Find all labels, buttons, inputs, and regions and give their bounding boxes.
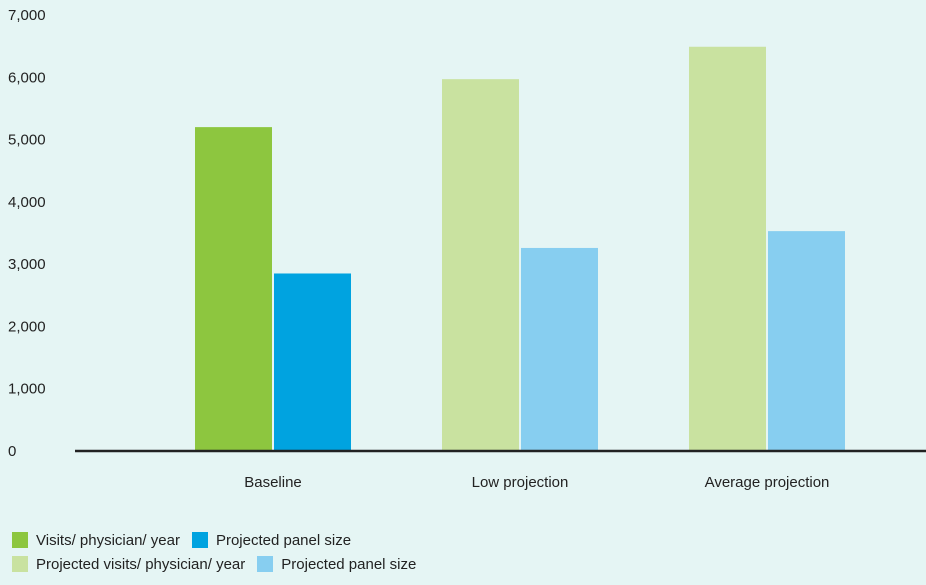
legend-swatch-panel <box>191 532 208 548</box>
legend-label-panel: Projected panel size <box>215 531 352 549</box>
y-tick-label: 2,000 <box>8 318 46 335</box>
y-tick-label: 7,000 <box>8 7 46 24</box>
legend-swatch-projected-visits <box>12 556 28 572</box>
legend-item-visits: Visits/ physician/ year <box>12 532 180 549</box>
y-tick-label: 0 <box>8 443 16 460</box>
x-category-label: Baseline <box>244 474 302 491</box>
legend-label-visits: Visits/ physician/ year <box>36 531 180 549</box>
bar-visits <box>442 79 519 451</box>
x-category-label: Low projection <box>472 474 569 491</box>
bar-visits <box>689 46 766 451</box>
y-tick-label: 4,000 <box>8 194 46 211</box>
legend-row-2: Projected visits/ physician/ year Projec… <box>12 552 428 576</box>
x-category-label: Average projection <box>705 474 830 491</box>
legend-swatch-visits <box>12 532 28 548</box>
y-tick-label: 1,000 <box>8 381 46 398</box>
legend-label-projected-panel: Projected panel size <box>281 555 417 573</box>
legend-swatch-projected-panel <box>257 556 274 572</box>
y-tick-label: 5,000 <box>8 132 46 149</box>
y-tick-label: 6,000 <box>8 69 46 86</box>
legend-row-1: Visits/ physician/ year Projected panel … <box>12 528 428 552</box>
legend: Visits/ physician/ year Projected panel … <box>12 528 428 576</box>
legend-item-panel: Projected panel size <box>191 531 352 549</box>
bar-visits <box>195 127 272 451</box>
bar-panel <box>768 231 845 451</box>
legend-item-projected-panel: Projected panel size <box>257 556 416 573</box>
bar-panel <box>521 247 598 451</box>
legend-label-projected-visits: Projected visits/ physician/ year <box>36 555 246 573</box>
bar-panel <box>274 273 351 451</box>
y-tick-label: 3,000 <box>8 256 46 273</box>
legend-item-projected-visits: Projected visits/ physician/ year <box>12 556 245 573</box>
